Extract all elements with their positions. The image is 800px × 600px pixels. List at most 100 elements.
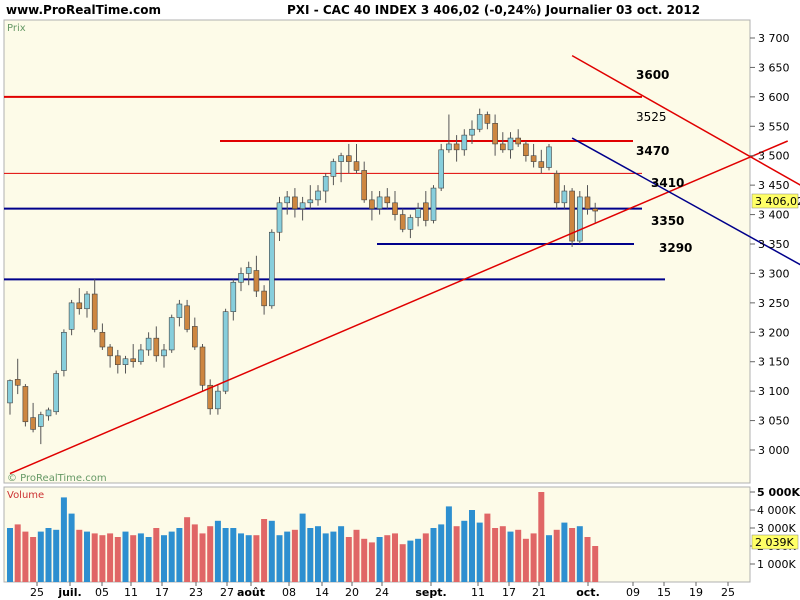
volume-bar	[7, 528, 13, 582]
candle-body	[361, 170, 368, 201]
candle-body	[430, 187, 437, 221]
price-tick-label: 3 650	[758, 61, 790, 74]
candle-body	[192, 326, 198, 348]
candle-body	[561, 190, 568, 204]
candle-body	[399, 214, 406, 230]
volume-bar	[207, 526, 214, 582]
volume-bar	[253, 535, 260, 582]
right-axis-area	[751, 20, 799, 600]
volume-bar	[376, 537, 383, 582]
volume-bar	[153, 528, 160, 582]
candle-body	[176, 303, 183, 318]
volume-bar	[484, 513, 491, 582]
price-tick-label: 3 200	[758, 326, 790, 339]
price-tick-label: 3 600	[758, 91, 790, 104]
volume-bar	[245, 535, 252, 582]
volume-bar	[515, 529, 522, 582]
date-tick-label: 23	[189, 586, 203, 599]
volume-bar	[476, 522, 483, 582]
support-resistance-lines	[4, 95, 665, 281]
volume-bar	[322, 533, 329, 582]
volume-bar	[22, 531, 29, 582]
volume-bar	[469, 510, 475, 582]
candle-body	[284, 196, 291, 204]
date-tick-label: sept.	[415, 586, 446, 599]
candle-body	[538, 161, 545, 168]
volume-bar	[422, 533, 429, 582]
candle-body	[261, 290, 267, 307]
volume-bar	[60, 497, 67, 582]
candle-body	[76, 302, 83, 310]
volume-bar	[315, 526, 321, 582]
candle-body	[138, 349, 144, 363]
candle-body	[476, 114, 483, 130]
volume-bar	[499, 526, 506, 582]
candle-body	[215, 390, 221, 410]
trend-line-1	[571, 55, 800, 186]
candle-body	[453, 143, 460, 151]
volume-bar	[492, 528, 499, 582]
candle-body	[61, 331, 67, 371]
price-tick-label: 3 700	[758, 32, 790, 45]
volume-panel-label: Volume	[7, 490, 44, 501]
price-tick-label: 3 550	[758, 120, 790, 133]
level-label-3290: 3290	[659, 241, 692, 255]
volume-bar	[399, 544, 406, 582]
volume-tick-label: 3 000K	[757, 522, 796, 535]
date-tick-label: 11	[471, 586, 485, 599]
candle-body	[245, 267, 252, 274]
price-panel-label: Prix	[7, 23, 26, 34]
date-tick-label: 25	[30, 586, 44, 599]
candle-body	[569, 190, 575, 242]
candle-body	[53, 373, 60, 413]
date-tick-label: 24	[375, 586, 389, 599]
volume-bar	[368, 542, 375, 582]
price-tick-label: 3 250	[758, 297, 790, 310]
price-panel	[3, 19, 751, 484]
volume-bar	[107, 533, 114, 582]
candle-body	[91, 293, 98, 330]
volume-bar	[238, 533, 244, 582]
price-tick-label: 3 100	[758, 385, 790, 398]
price-tick-label: 3 400	[758, 209, 790, 222]
candle-body	[584, 196, 591, 209]
date-tick-label: 19	[689, 586, 703, 599]
candle-body	[322, 176, 329, 192]
candle-body	[330, 161, 337, 177]
price-tick-label: 3 150	[758, 356, 790, 369]
candle-body	[546, 146, 552, 168]
level-label-3600: 3600	[636, 68, 669, 82]
volume-bar	[84, 531, 90, 582]
candle-body	[353, 161, 360, 171]
candle-body	[184, 305, 190, 330]
candle-body	[492, 123, 498, 145]
candle-body	[530, 155, 537, 162]
candle-body	[253, 270, 260, 292]
candle-body	[422, 202, 429, 221]
volume-tick-label: 1 000K	[757, 558, 796, 571]
candle-body	[338, 155, 344, 162]
volume-bar	[507, 531, 514, 582]
trend-lines	[9, 55, 800, 475]
volume-bar	[538, 492, 545, 582]
instrument-info: PXI - CAC 40 INDEX 3 406,02 (-0,24%) Jou…	[287, 3, 701, 17]
date-tick-label: 08	[282, 586, 296, 599]
volume-bar	[199, 533, 206, 582]
volume-bar	[584, 537, 591, 582]
candle-body	[153, 337, 160, 357]
candle-body	[276, 202, 283, 233]
volume-bar	[145, 537, 152, 582]
candle-body	[484, 114, 491, 124]
volume-bar	[392, 533, 398, 582]
date-tick-label: 14	[315, 586, 329, 599]
candle-body	[99, 331, 106, 348]
volume-bar	[184, 517, 191, 582]
candle-body	[592, 208, 599, 212]
candles	[7, 108, 599, 445]
price-tick-label: 3 050	[758, 415, 790, 428]
level-label-3525: 3525	[636, 110, 667, 124]
volume-bar	[284, 531, 291, 582]
volume-bar	[430, 528, 437, 582]
candle-body	[45, 409, 52, 417]
date-tick-label: 25	[721, 586, 735, 599]
